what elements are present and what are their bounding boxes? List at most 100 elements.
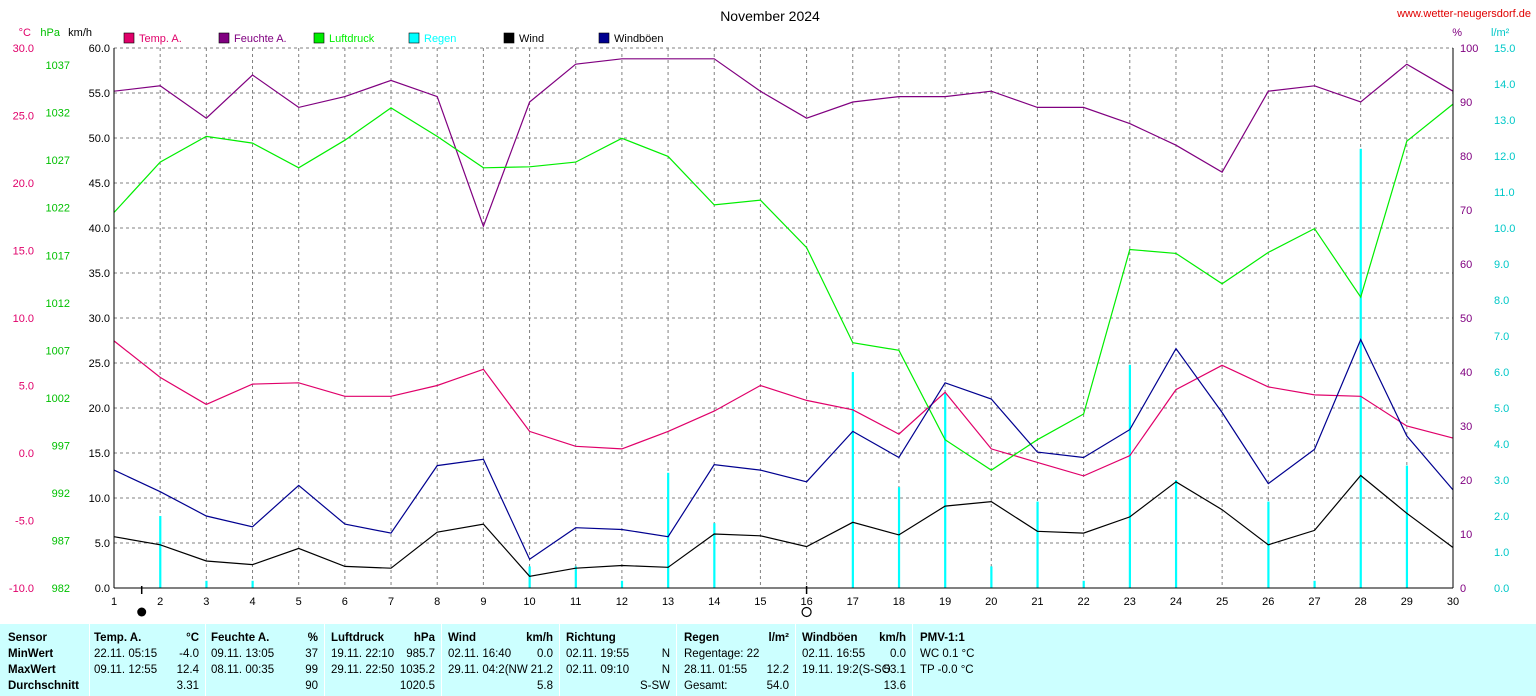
legend-swatch — [218, 32, 230, 44]
direction-header: Richtung — [566, 632, 616, 644]
row-label-sensor: Sensor — [8, 632, 47, 644]
temp-min-value: -4.0 — [179, 648, 199, 660]
rain-total-label: Gesamt: — [684, 680, 728, 692]
tick-label-rain: 12.0 — [1494, 151, 1515, 163]
rain-bar — [1174, 480, 1178, 588]
wind-min-time: 02.11. 16:40 — [448, 648, 512, 660]
x-tick-label: 6 — [342, 596, 348, 608]
site-url[interactable]: www.wetter-neugersdorf.de — [1396, 8, 1531, 20]
tick-label-rain: 3.0 — [1494, 475, 1509, 487]
tick-label-wind: 40.0 — [89, 223, 110, 235]
direction-min-time: 02.11. 19:55 — [566, 648, 630, 660]
axis-unit-temp: °C — [19, 27, 31, 39]
wind-max-value: 21.2 — [530, 664, 553, 676]
chart-axes: 30.025.020.015.010.05.00.0-5.0-10.010371… — [9, 27, 1516, 608]
tick-label-rain: 11.0 — [1494, 187, 1515, 199]
x-tick-label: 10 — [523, 596, 535, 608]
tick-label-wind: 20.0 — [89, 403, 110, 415]
x-tick-label: 21 — [1031, 596, 1043, 608]
tick-label-rain: 0.0 — [1494, 583, 1509, 595]
rain-bar — [205, 580, 208, 588]
legend-label: Wind — [519, 33, 544, 45]
wind-header: Wind — [448, 632, 476, 644]
tick-label-rain: 10.0 — [1494, 223, 1515, 235]
rain-bar — [574, 566, 577, 588]
gusts-min-time: 02.11. 16:55 — [802, 648, 866, 660]
x-tick-label: 1 — [111, 596, 117, 608]
x-tick-label: 17 — [847, 596, 859, 608]
rain-bar — [1036, 501, 1039, 588]
pressure-min-time: 19.11. 22:10 — [331, 648, 395, 660]
humidity-max-time: 08.11. 00:35 — [211, 664, 275, 676]
rain-max-value: 12.2 — [766, 664, 789, 676]
tick-label-wind: 55.0 — [89, 88, 110, 100]
tick-label-pressure: 1027 — [46, 155, 70, 167]
x-tick-label: 20 — [985, 596, 997, 608]
temp-col: Temp. A. °C 22.11. 05:15 -4.0 09.11. 12:… — [89, 624, 206, 696]
wind-col: Wind km/h 02.11. 16:40 0.0 29.11. 04:2(N… — [441, 624, 560, 696]
temp-min-time: 22.11. 05:15 — [94, 648, 158, 660]
gusts-header: Windböen — [802, 632, 858, 644]
pmv-header: PMV-1:1 — [920, 632, 965, 644]
humidity-col: Feuchte A. % 09.11. 13:05 37 08.11. 00:3… — [205, 624, 325, 696]
temp-header: Temp. A. — [94, 632, 142, 644]
x-tick-label: 13 — [662, 596, 674, 608]
rain-bar — [897, 487, 901, 588]
rain-bar — [1313, 580, 1316, 588]
x-tick-label: 23 — [1124, 596, 1136, 608]
gusts-min-value: 0.0 — [890, 648, 906, 660]
x-tick-label: 26 — [1262, 596, 1274, 608]
new-moon-icon — [801, 606, 812, 618]
tick-label-pressure: 987 — [52, 535, 70, 547]
wind-avg-value: 5.8 — [537, 680, 553, 692]
pmv-col: PMV-1:1 WC 0.1 °C TP -0.0 °C — [912, 624, 1536, 696]
tick-label-rain: 7.0 — [1494, 331, 1509, 343]
rain-bar — [1405, 465, 1409, 588]
tick-label-temp: -5.0 — [15, 516, 34, 528]
tick-label-pressure: 1022 — [46, 203, 70, 215]
tick-label-rain: 9.0 — [1494, 259, 1509, 271]
x-tick-label: 30 — [1447, 596, 1459, 608]
tick-label-wind: 50.0 — [89, 133, 110, 145]
rain-bar — [528, 566, 531, 588]
tick-label-humidity: 40 — [1460, 367, 1472, 379]
tick-label-wind: 25.0 — [89, 358, 110, 370]
statistics-table: Sensor MinWert MaxWert Durchschnitt Temp… — [0, 624, 1536, 696]
tick-label-rain: 4.0 — [1494, 439, 1509, 451]
x-tick-label: 29 — [1401, 596, 1413, 608]
row-label-max: MaxWert — [8, 664, 56, 676]
tick-label-rain: 8.0 — [1494, 295, 1509, 307]
tick-label-pressure: 1007 — [46, 345, 70, 357]
series-lines — [113, 58, 1454, 577]
legend-label: Feuchte A. — [234, 33, 287, 45]
tick-label-pressure: 1037 — [46, 60, 70, 72]
rain-header: Regen — [684, 632, 720, 644]
full-moon-icon — [137, 607, 147, 617]
moon-markers — [137, 586, 812, 618]
gusts-unit: km/h — [879, 632, 906, 644]
rain-col: Regen l/m² Regentage: 22 28.11. 01:55 12… — [676, 624, 796, 696]
direction-max-time: 02.11. 09:10 — [566, 664, 630, 676]
tick-label-wind: 45.0 — [89, 178, 110, 190]
temp-max-time: 09.11. 12:55 — [94, 664, 158, 676]
legend-label: Temp. A. — [139, 33, 182, 45]
chart-title: November 2024 — [720, 8, 820, 24]
tick-label-pressure: 982 — [52, 583, 70, 595]
rain-bar — [851, 372, 854, 588]
x-tick-label: 7 — [388, 596, 394, 608]
rain-bar — [944, 393, 947, 588]
tick-label-rain: 1.0 — [1494, 547, 1509, 559]
pressure-unit: hPa — [413, 632, 435, 644]
pressure-max-time: 29.11. 22:50 — [331, 664, 395, 676]
axis-unit-pressure: hPa — [40, 27, 60, 39]
weather-chart: November 2024 www.wetter-neugersdorf.de … — [9, 8, 1531, 618]
tick-label-rain: 13.0 — [1494, 115, 1515, 127]
tick-label-rain: 6.0 — [1494, 367, 1509, 379]
rain-bars — [159, 148, 1409, 589]
direction-max-value: N — [661, 664, 670, 676]
tick-label-wind: 30.0 — [89, 313, 110, 325]
tick-label-wind: 60.0 — [89, 43, 110, 55]
tick-label-pressure: 992 — [52, 488, 70, 500]
legend-swatch — [123, 32, 135, 44]
tick-label-pressure: 1002 — [46, 393, 70, 405]
